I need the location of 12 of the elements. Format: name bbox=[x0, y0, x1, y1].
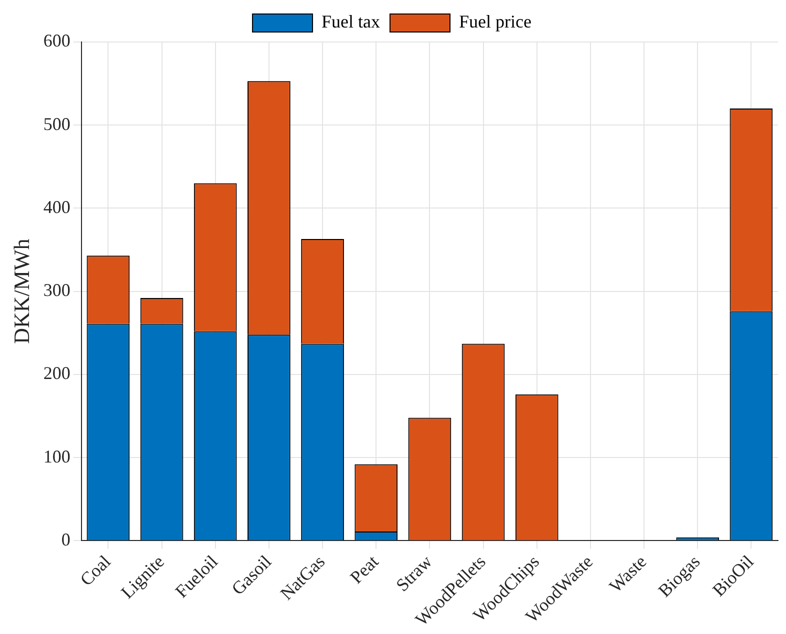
x-tick-label: Coal bbox=[76, 551, 114, 590]
y-axis-title: DKK/MWh bbox=[8, 238, 34, 344]
legend-label: Fuel tax bbox=[322, 12, 380, 32]
y-tick-label: 200 bbox=[43, 363, 70, 384]
y-tick-label: 300 bbox=[43, 280, 70, 300]
y-tick-label: 400 bbox=[43, 196, 70, 217]
legend-label: Fuel price bbox=[459, 12, 532, 32]
y-tick-label: 500 bbox=[43, 114, 70, 134]
y-tick-label: 0 bbox=[61, 529, 70, 550]
x-tick-label: Peat bbox=[346, 551, 382, 588]
y-tick-label: 100 bbox=[43, 446, 70, 466]
y-tick-label: 600 bbox=[43, 30, 70, 51]
